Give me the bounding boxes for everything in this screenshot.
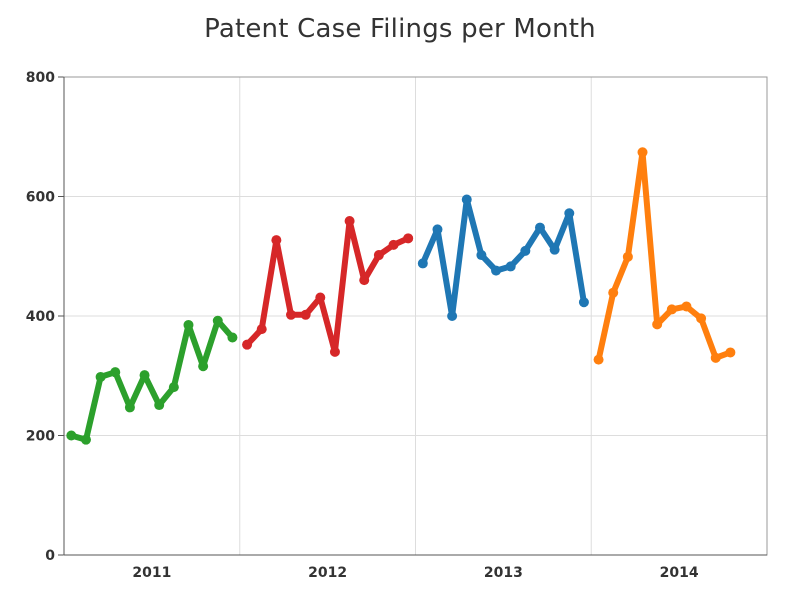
data-point	[154, 400, 165, 411]
data-point	[373, 250, 384, 261]
data-point	[622, 251, 633, 262]
data-point	[593, 354, 604, 365]
y-tick-label: 400	[26, 309, 55, 325]
data-point	[505, 261, 516, 272]
y-tick-label: 800	[26, 70, 55, 86]
data-point	[417, 258, 428, 269]
data-point	[256, 324, 267, 335]
series-line-2012	[244, 218, 412, 355]
y-tick-label: 200	[26, 429, 55, 445]
data-point	[461, 194, 472, 205]
data-point	[476, 250, 487, 261]
data-point	[637, 147, 648, 158]
x-tick-label: 2011	[132, 565, 171, 581]
data-point	[227, 332, 238, 343]
data-point	[286, 309, 297, 320]
chart-title: Patent Case Filings per Month	[204, 14, 596, 44]
data-point	[344, 215, 355, 226]
data-point	[95, 371, 106, 382]
data-point	[388, 239, 399, 250]
data-point	[534, 222, 545, 233]
series-group	[66, 147, 736, 445]
series-2011	[66, 315, 238, 445]
data-point	[520, 245, 531, 256]
data-point	[315, 292, 326, 303]
data-point	[212, 315, 223, 326]
data-point	[183, 319, 194, 330]
data-point	[549, 244, 560, 255]
data-point	[329, 346, 340, 357]
series-2013	[417, 194, 589, 321]
data-point	[66, 430, 77, 441]
x-tick-label: 2012	[308, 565, 347, 581]
tick-labels: 0 200 400 600 800 2011 2012 2013 2014	[26, 70, 699, 581]
data-point	[198, 361, 209, 372]
data-point	[403, 233, 414, 244]
data-point	[608, 287, 619, 298]
data-point	[696, 313, 707, 324]
data-point	[652, 319, 663, 330]
x-tick-label: 2014	[660, 565, 699, 581]
y-tick-label: 0	[45, 548, 55, 564]
data-point	[564, 208, 575, 219]
data-point	[359, 275, 370, 286]
data-point	[271, 235, 282, 246]
data-point	[168, 382, 179, 393]
data-point	[80, 434, 91, 445]
data-point	[242, 339, 253, 350]
data-point	[124, 402, 135, 413]
data-point	[300, 309, 311, 320]
data-point	[578, 297, 589, 308]
data-point	[666, 304, 677, 315]
data-point	[432, 224, 443, 235]
data-point	[681, 301, 692, 312]
x-tick-label: 2013	[484, 565, 523, 581]
data-point	[139, 370, 150, 381]
series-line-2011	[68, 317, 236, 443]
data-point	[710, 352, 721, 363]
grid-lines	[64, 77, 767, 555]
series-2014	[593, 147, 736, 365]
data-point	[110, 367, 121, 378]
series-line-2013	[419, 196, 587, 319]
axes	[58, 76, 768, 556]
data-point	[447, 311, 458, 321]
data-point	[491, 265, 502, 276]
series-2012	[242, 215, 414, 357]
y-tick-label: 600	[26, 190, 55, 206]
data-point	[725, 347, 736, 358]
series-line-2014	[595, 149, 734, 363]
